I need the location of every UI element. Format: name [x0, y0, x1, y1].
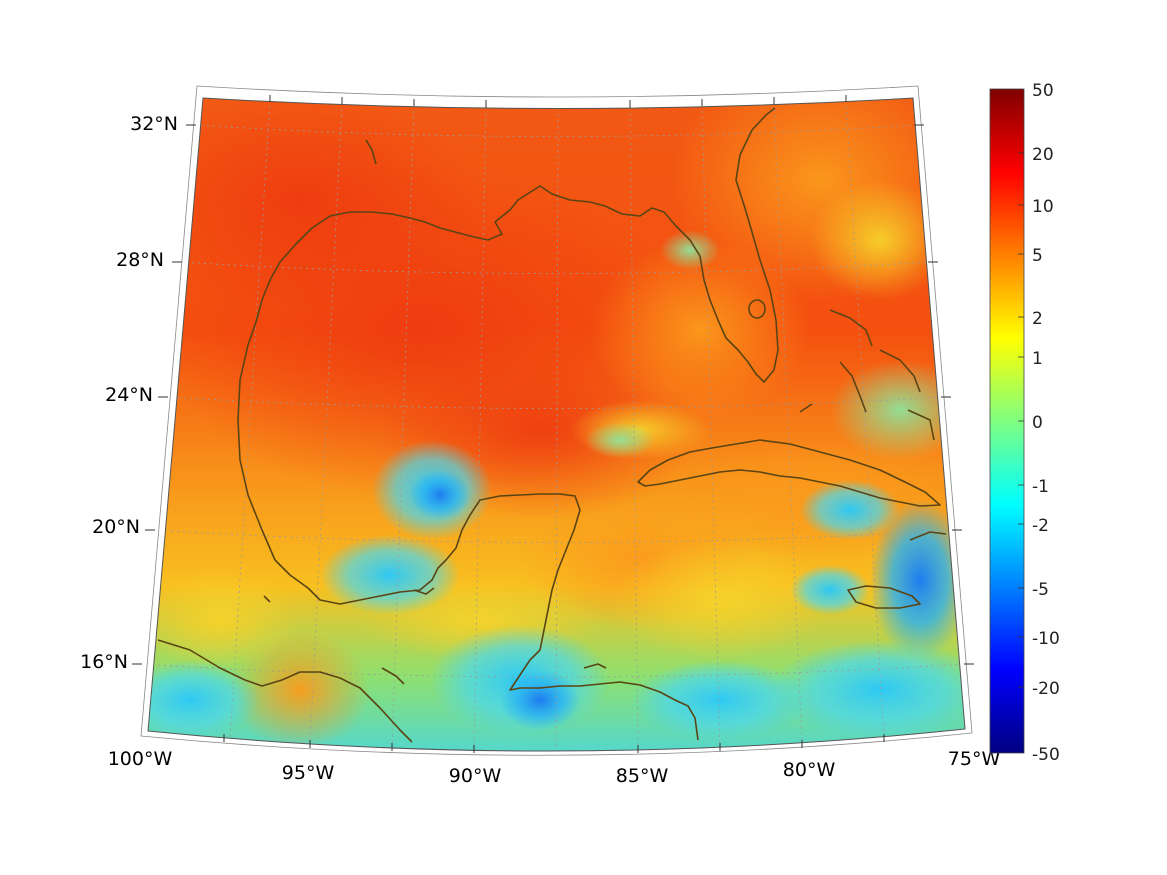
lon-label-90w: 90°W	[449, 765, 502, 787]
colorbar-label-50: 50	[1032, 81, 1054, 101]
latitude-labels: 32°N 28°N 24°N 20°N 16°N	[80, 113, 178, 673]
jamaica-coastline	[847, 585, 921, 609]
colorbar-label-neg1: -1	[1032, 477, 1049, 497]
mexico-coastline	[274, 493, 581, 651]
lat-label-24n: 24°N	[105, 384, 153, 406]
colorbar-label-neg20: -20	[1032, 679, 1060, 699]
colorbar-label-10: 10	[1032, 197, 1054, 217]
colorbar-label-5: 5	[1032, 246, 1043, 266]
hispaniola-coastline	[909, 531, 947, 541]
graticule	[148, 99, 965, 751]
lat-label-20n: 20°N	[92, 516, 140, 538]
colorbar-label-neg5: -5	[1032, 580, 1049, 600]
us-gulf-coastline	[237, 107, 779, 561]
map-frame	[147, 97, 966, 752]
lon-label-80w: 80°W	[783, 759, 836, 781]
colorbar-label-20: 20	[1032, 145, 1054, 165]
frame-ticks	[132, 95, 974, 753]
lat-label-32n: 32°N	[130, 113, 178, 135]
central-america-coastline	[509, 649, 699, 741]
colorbar-label-0: 0	[1032, 413, 1043, 433]
lat-label-16n: 16°N	[80, 651, 128, 673]
map-frame-outer	[140, 85, 973, 756]
colorbar-label-neg50: -50	[1032, 745, 1060, 765]
colorbar-ticks	[1018, 152, 1024, 688]
pacific-coastline	[157, 639, 413, 743]
colorbar-label-2: 2	[1032, 309, 1043, 329]
colorbar: 50 20 10 5 2 1 0 -1 -2 -5 -10 -20 -50	[989, 81, 1060, 765]
field-layer	[148, 98, 965, 752]
colorbar-label-neg10: -10	[1032, 629, 1060, 649]
lon-label-95w: 95°W	[282, 762, 335, 784]
lon-label-85w: 85°W	[616, 765, 669, 787]
lon-label-100w: 100°W	[108, 748, 173, 770]
bahamas-coastline	[829, 309, 873, 347]
colorbar-label-neg2: -2	[1032, 516, 1049, 536]
lat-label-28n: 28°N	[116, 249, 164, 271]
cuba-coastline	[637, 439, 941, 507]
coastlines	[157, 107, 947, 743]
lon-label-75w: 75°W	[948, 748, 1001, 770]
longitude-labels: 100°W 95°W 90°W 85°W 80°W 75°W	[108, 748, 1001, 787]
colorbar-label-1: 1	[1032, 349, 1043, 369]
